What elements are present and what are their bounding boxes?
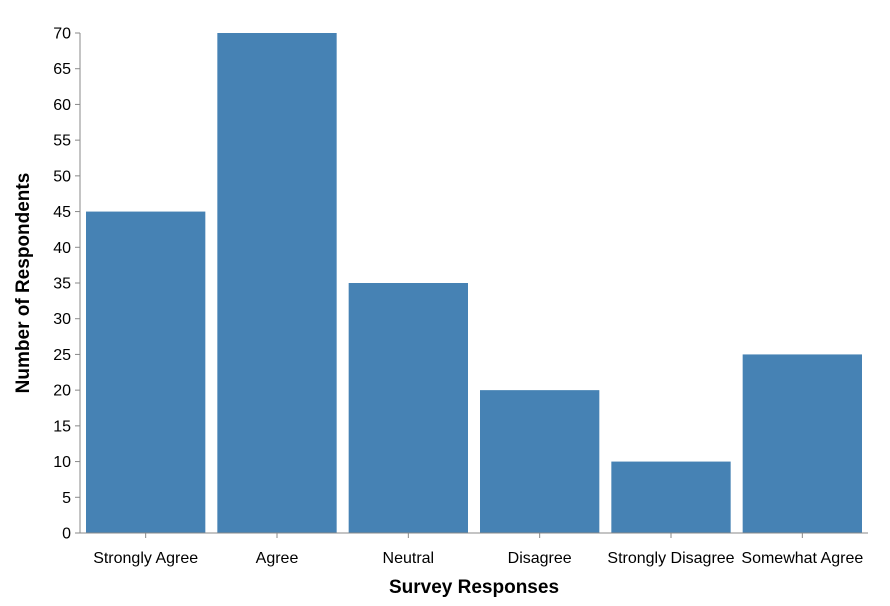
y-tick-label: 40 [53,240,71,257]
y-tick-label: 15 [53,418,71,435]
x-axis-title: Survey Responses [389,577,559,598]
x-axis-ticks: Strongly Agree Agree Neutral Disagree Strong… [93,533,863,567]
bar [742,354,862,533]
y-tick-label: 0 [62,526,71,543]
y-axis-title: Number of Respondents [13,173,34,394]
bars [86,33,862,534]
bar [348,283,468,533]
x-tick-label: Strongly Disagree [607,550,734,567]
x-tick-label: Agree [256,550,299,567]
y-tick-label: 45 [53,204,71,221]
bar [611,461,731,533]
bar [86,211,206,534]
y-tick-label: 35 [53,276,71,293]
y-axis-ticks: 0 5 10 15 20 25 30 35 40 45 50 55 60 65 70 [53,26,80,543]
y-tick-label: 70 [53,26,71,43]
y-tick-label: 10 [53,454,71,471]
y-tick-label: 30 [53,311,71,328]
x-tick-label: Strongly Agree [93,550,198,567]
x-tick-label: Neutral [383,550,435,567]
x-tick-label: Somewhat Agree [741,550,863,567]
y-tick-label: 65 [53,61,71,78]
y-tick-label: 5 [62,490,71,507]
y-tick-label: 55 [53,133,71,150]
y-tick-label: 60 [53,97,71,114]
y-tick-label: 50 [53,168,71,185]
bar [217,33,337,533]
y-tick-label: 20 [53,383,71,400]
bar [480,390,600,533]
x-tick-label: Disagree [508,550,572,567]
y-tick-label: 25 [53,347,71,364]
